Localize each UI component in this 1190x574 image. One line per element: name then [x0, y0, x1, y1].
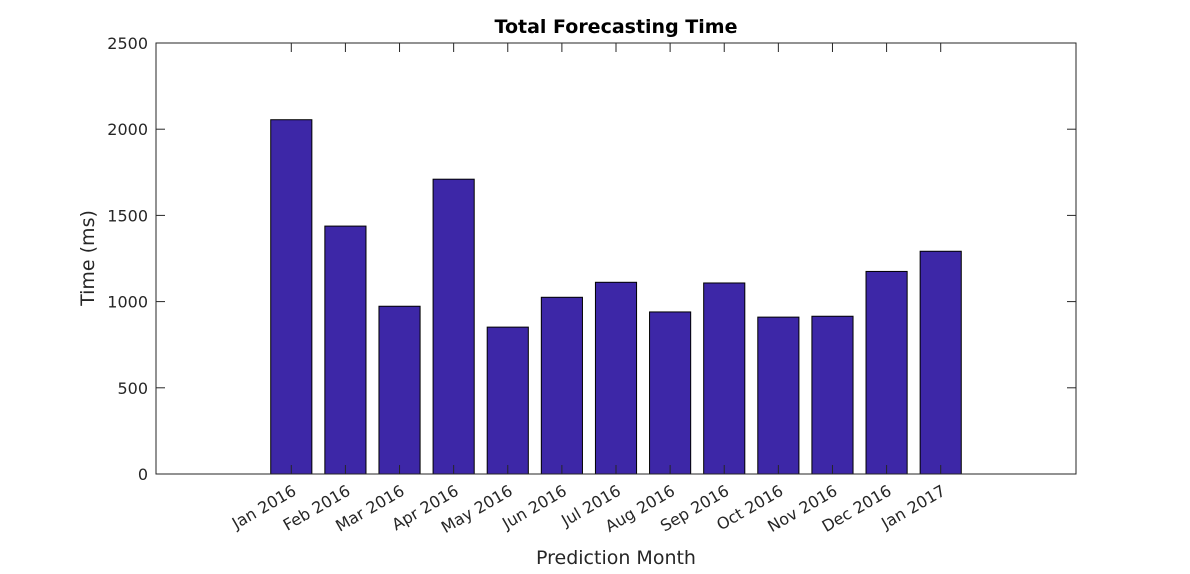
- y-tick-label: 500: [117, 379, 148, 398]
- x-axis-label: Prediction Month: [536, 547, 696, 569]
- bar: [594, 281, 638, 475]
- bar: [432, 178, 475, 475]
- chart-title: Total Forecasting Time: [495, 16, 738, 38]
- bar: [324, 225, 367, 475]
- y-ticks-group: 0 500 1000 1500 2000 2500: [107, 34, 1076, 484]
- bars-group: [270, 119, 962, 475]
- bar: [270, 119, 313, 475]
- bar: [919, 250, 962, 475]
- bar: [865, 270, 908, 475]
- bar: [757, 316, 800, 475]
- plot-frame: [155, 42, 1077, 475]
- bar: [649, 311, 692, 475]
- y-tick-label: 0: [138, 465, 148, 484]
- y-tick-label: 2500: [107, 34, 148, 53]
- bar: [703, 282, 746, 475]
- y-tick-label: 2000: [107, 120, 148, 139]
- y-axis-label: Time (ms): [77, 210, 99, 307]
- bar: [378, 305, 421, 475]
- y-tick-label: 1000: [107, 293, 148, 312]
- bar: [811, 315, 854, 475]
- y-tick-label: 1500: [107, 206, 148, 225]
- bar: [540, 296, 583, 475]
- bar: [486, 326, 529, 475]
